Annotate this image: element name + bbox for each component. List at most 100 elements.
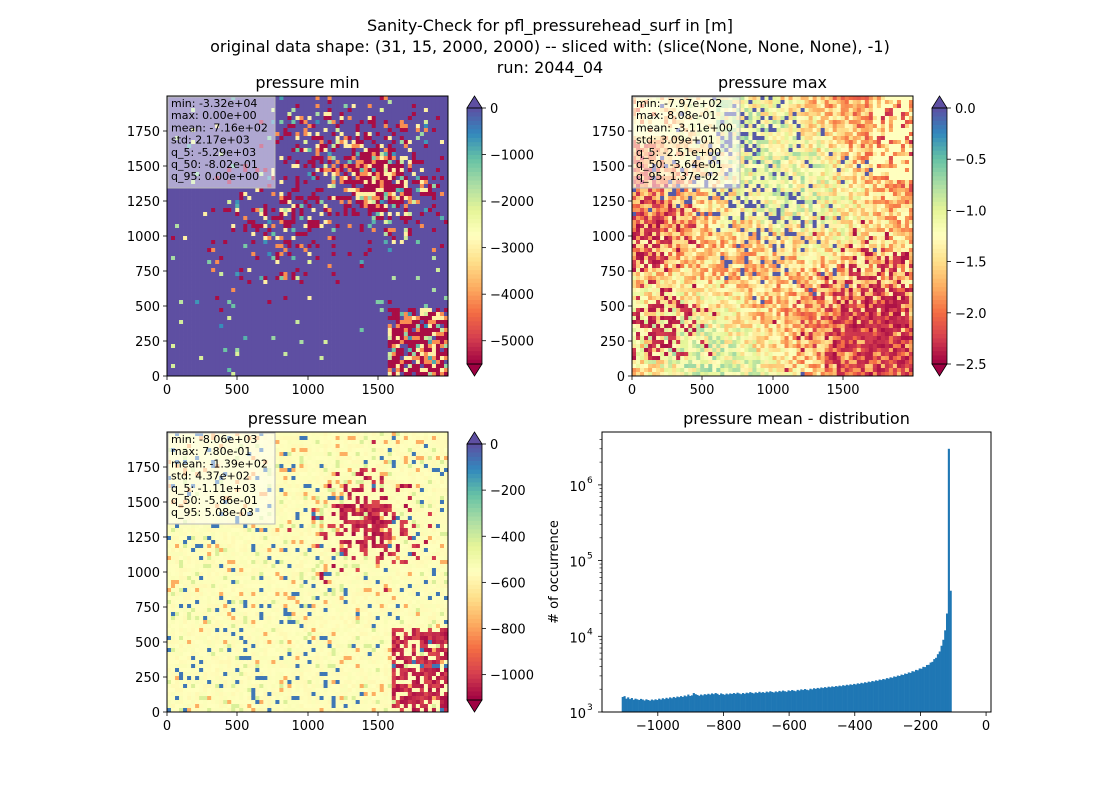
heatmap-cell <box>179 204 184 209</box>
heatmap-cell <box>211 292 216 297</box>
heatmap-cell <box>307 248 312 253</box>
heatmap-cell <box>327 196 332 201</box>
heatmap-cell <box>387 348 393 353</box>
heatmap-cell <box>319 328 324 333</box>
heatmap-cell <box>435 300 441 305</box>
heatmap-cell <box>307 304 312 309</box>
heatmap-cell <box>299 128 304 133</box>
heatmap-cell <box>423 224 429 229</box>
heatmap-cell <box>223 228 228 233</box>
heatmap-cell <box>363 96 369 101</box>
heatmap-cell <box>227 364 232 369</box>
stat-line: min: -3.32e+04 <box>171 97 257 110</box>
heatmap-cell <box>379 280 385 285</box>
heatmap-cell <box>395 188 401 193</box>
heatmap-cell <box>207 288 212 293</box>
heatmap-cell <box>371 144 377 149</box>
heatmap-cell <box>391 276 397 281</box>
heatmap-cell <box>323 200 328 205</box>
heatmap-cell <box>271 208 276 213</box>
heatmap-cell <box>287 344 292 349</box>
heatmap-cell <box>343 300 348 305</box>
heatmap-cell <box>195 328 200 333</box>
heatmap-cell <box>283 364 288 369</box>
heatmap-cell <box>375 336 381 341</box>
heatmap-cell <box>211 232 216 237</box>
heatmap-cell <box>183 228 188 233</box>
heatmap-cell <box>175 352 180 357</box>
heatmap-cell <box>419 320 425 325</box>
heatmap-cell <box>215 244 220 249</box>
heatmap-cell <box>247 336 252 341</box>
heatmap-cell <box>311 344 316 349</box>
heatmap-cell <box>427 128 433 133</box>
heatmap-cell <box>403 132 409 137</box>
heatmap-cell <box>315 288 320 293</box>
heatmap-cell <box>411 156 417 161</box>
heatmap-cell <box>311 124 316 129</box>
heatmap-cell <box>347 300 352 305</box>
heatmap-cell <box>415 148 421 153</box>
heatmap-cell <box>443 352 449 357</box>
heatmap-cell <box>439 344 445 349</box>
heatmap-cell <box>267 324 272 329</box>
heatmap-cell <box>275 128 280 133</box>
heatmap-cell <box>235 324 240 329</box>
heatmap-cell <box>387 196 393 201</box>
heatmap-cell <box>351 148 357 153</box>
heatmap-cell <box>287 168 292 173</box>
heatmap-cell <box>399 276 405 281</box>
heatmap-cell <box>191 228 196 233</box>
heatmap-cell <box>391 180 397 185</box>
heatmap-cell <box>179 276 184 281</box>
heatmap-cell <box>327 124 332 129</box>
heatmap-cell <box>427 188 433 193</box>
heatmap-cell <box>435 304 441 309</box>
heatmap-cell <box>331 112 336 117</box>
heatmap-cell <box>275 332 280 337</box>
heatmap-cell <box>367 144 373 149</box>
heatmap-cell <box>203 248 208 253</box>
heatmap-cell <box>335 276 340 281</box>
heatmap-cell <box>283 324 288 329</box>
heatmap-cell <box>259 236 264 241</box>
heatmap-cell <box>411 276 417 281</box>
heatmap-cell <box>175 208 180 213</box>
heatmap-cell <box>267 308 272 313</box>
heatmap-cell <box>171 324 176 329</box>
heatmap-cell <box>263 340 268 345</box>
heatmap-cell <box>351 340 357 345</box>
heatmap-cell <box>295 292 300 297</box>
heatmap-cell <box>387 240 393 245</box>
heatmap-cell <box>387 308 393 313</box>
heatmap-cell <box>295 108 300 113</box>
heatmap-cell <box>219 336 224 341</box>
heatmap-cell <box>443 252 449 257</box>
heatmap-cell <box>411 260 417 265</box>
heatmap-cell <box>439 340 445 345</box>
heatmap-cell <box>287 128 292 133</box>
heatmap-image <box>167 96 449 377</box>
heatmap-cell <box>275 208 280 213</box>
heatmap-cell <box>311 276 316 281</box>
heatmap-cell <box>271 288 276 293</box>
heatmap-cell <box>335 312 340 317</box>
heatmap-cell <box>327 348 332 353</box>
heatmap-cell <box>315 292 320 297</box>
heatmap-cell <box>259 248 264 253</box>
heatmap-cell <box>347 236 352 241</box>
heatmap-cell <box>431 324 437 329</box>
heatmap-cell <box>367 96 373 101</box>
heatmap-cell <box>267 348 272 353</box>
heatmap-cell <box>275 368 280 373</box>
heatmap-cell <box>227 220 232 225</box>
heatmap-cell <box>227 360 232 365</box>
heatmap-cell <box>275 220 280 225</box>
heatmap-cell <box>255 332 260 337</box>
heatmap-cell <box>367 244 373 249</box>
heatmap-cell <box>179 284 184 289</box>
heatmap-cell <box>407 296 413 301</box>
heatmap-cell <box>407 324 413 329</box>
heatmap-cell <box>383 152 389 157</box>
heatmap-cell <box>387 208 393 213</box>
